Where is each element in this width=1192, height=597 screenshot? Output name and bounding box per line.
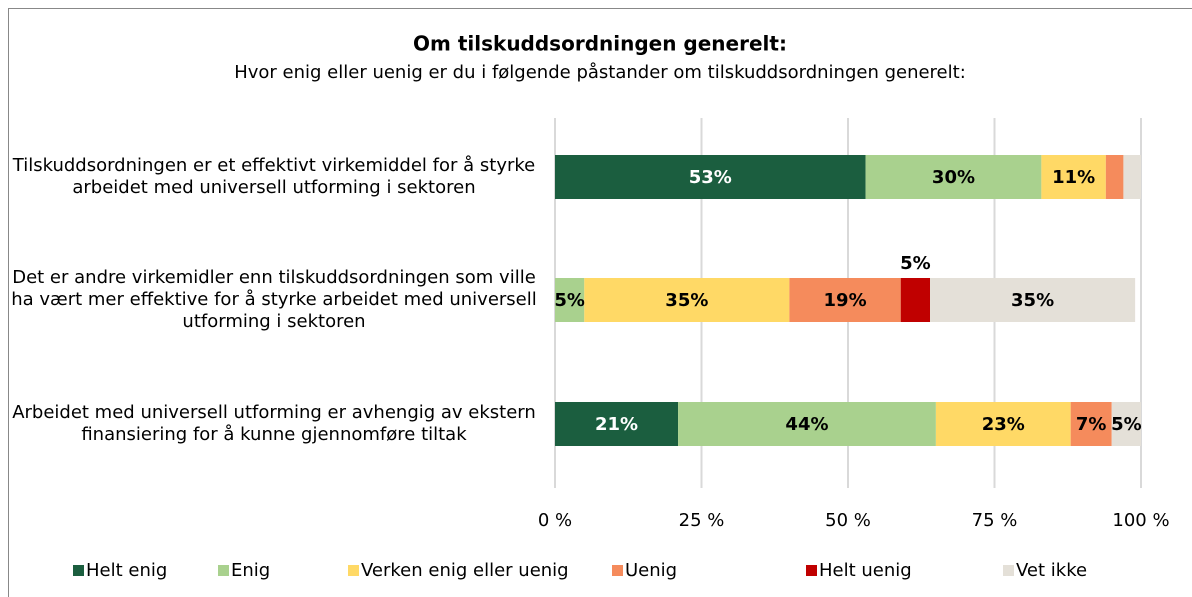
legend-swatch <box>73 565 84 576</box>
legend-swatch <box>612 565 623 576</box>
data-label: 35% <box>665 290 708 311</box>
data-label: 19% <box>824 290 867 311</box>
data-label: 7% <box>1076 414 1107 435</box>
legend-label: Vet ikke <box>1016 560 1087 581</box>
x-tick-label: 50 % <box>825 510 871 531</box>
legend-label: Verken enig eller uenig <box>361 560 569 581</box>
data-label: 53% <box>689 167 732 188</box>
bar-segment <box>930 278 1136 322</box>
bar-segment <box>584 278 790 322</box>
x-tick-label: 0 % <box>538 510 572 531</box>
chart-title: Om tilskuddsordningen generelt: <box>413 32 787 56</box>
legend-label: Enig <box>231 560 270 581</box>
data-label: 35% <box>1011 290 1054 311</box>
bar-segment <box>1041 155 1106 199</box>
category-label: Tilskuddsordningen er et effektivt virke… <box>12 155 536 198</box>
bar-segment <box>1111 402 1141 446</box>
data-label: 5% <box>1111 414 1142 435</box>
legend-swatch <box>218 565 229 576</box>
legend-swatch <box>348 565 359 576</box>
bar-segment <box>789 278 901 322</box>
bar-segment <box>1070 402 1112 446</box>
bar-segment <box>900 278 931 322</box>
bar-segment <box>865 155 1042 199</box>
bar-segment <box>678 402 936 446</box>
category-label: Det er andre virkemidler enn tilskuddsor… <box>11 267 537 332</box>
data-label: 44% <box>785 414 828 435</box>
x-tick-label: 25 % <box>679 510 725 531</box>
data-label: 11% <box>1052 167 1095 188</box>
legend-swatch <box>806 565 817 576</box>
data-label: 21% <box>595 414 638 435</box>
bar-segment <box>555 155 866 199</box>
category-label: Arbeidet med universell utforming er avh… <box>12 402 536 445</box>
bar-segment <box>1123 155 1141 199</box>
data-label: 5% <box>900 253 931 274</box>
chart-subtitle: Hvor enig eller uenig er du i følgende p… <box>234 62 966 83</box>
legend-swatch <box>1003 565 1014 576</box>
legend-label: Helt enig <box>86 560 167 581</box>
bar-segment <box>935 402 1071 446</box>
x-tick-label: 100 % <box>1112 510 1169 531</box>
x-tick-label: 75 % <box>972 510 1018 531</box>
bar-segment <box>1105 155 1124 199</box>
legend-label: Helt uenig <box>819 560 912 581</box>
legend-label: Uenig <box>625 560 677 581</box>
bar-segment <box>555 278 585 322</box>
data-label: 5% <box>554 290 585 311</box>
data-label: 23% <box>982 414 1025 435</box>
bar-segment <box>555 402 679 446</box>
data-label: 30% <box>932 167 975 188</box>
